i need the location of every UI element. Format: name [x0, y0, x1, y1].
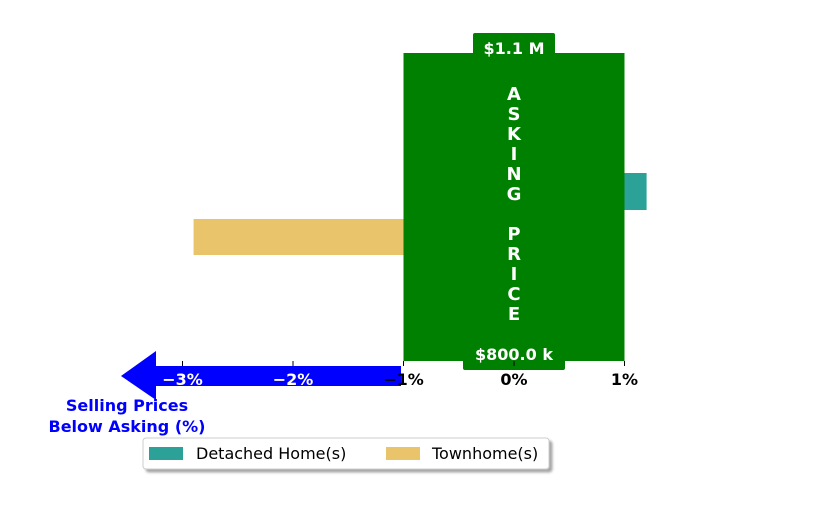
- x-tick-label: −3%: [162, 370, 203, 389]
- band-letter: N: [506, 164, 521, 185]
- legend-label-detached: Detached Home(s): [196, 444, 346, 463]
- top-price-label-box: [473, 33, 555, 61]
- below-asking-arrow: [121, 351, 401, 400]
- band-letter: I: [511, 264, 518, 285]
- asking-price-band: [403, 53, 625, 361]
- band-letter: S: [508, 104, 521, 125]
- band-letter: I: [511, 144, 518, 165]
- legend-swatch-detached: [149, 447, 183, 460]
- band-letter: A: [507, 84, 521, 105]
- band-letter: R: [507, 244, 521, 265]
- band-letter: K: [507, 124, 522, 145]
- top-price-label: $1.1 M: [484, 39, 545, 58]
- band-letter: C: [507, 284, 520, 305]
- legend-label-townhomes: Townhome(s): [431, 444, 538, 463]
- bottom-price-label-box: [463, 341, 565, 370]
- x-tick-label: 1%: [611, 370, 638, 389]
- x-axis: −3% −2% −1% 0% 1%: [162, 361, 638, 389]
- band-letter: P: [507, 224, 520, 245]
- bottom-price-label: $800.0 k: [475, 345, 553, 364]
- arrow-caption-line1: Selling Prices: [66, 396, 188, 415]
- legend-frame: [142, 437, 550, 470]
- band-letter: E: [508, 304, 520, 325]
- legend: Detached Home(s) Townhome(s): [142, 437, 550, 470]
- arrow-caption-line2: Below Asking (%): [49, 417, 206, 436]
- x-tick-label: 0%: [500, 370, 527, 389]
- legend-swatch-townhomes: [386, 447, 420, 460]
- x-tick-label: −1%: [383, 370, 424, 389]
- band-letter: G: [507, 184, 522, 205]
- x-tick-label: −2%: [273, 370, 314, 389]
